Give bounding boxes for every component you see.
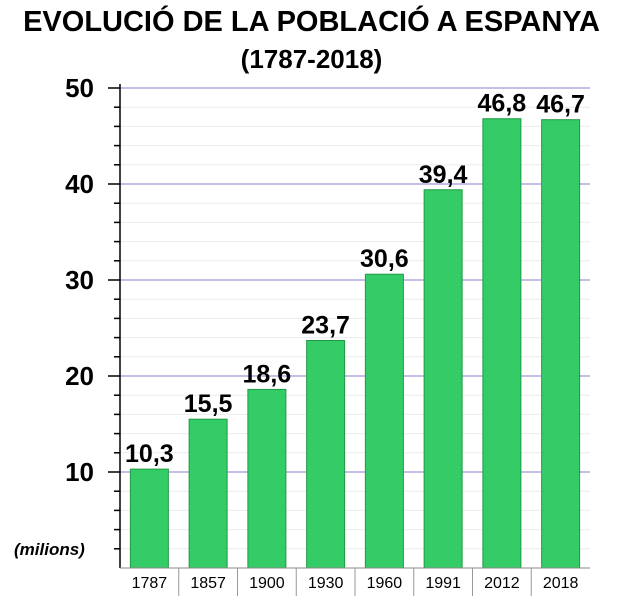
y-tick-label: 10	[65, 457, 94, 487]
x-tick-label: 1857	[190, 575, 226, 592]
chart-title: EVOLUCIÓ DE LA POBLACIÓ A ESPANYA	[23, 6, 600, 38]
x-tick-label: 2012	[484, 575, 520, 592]
bar-1960	[364, 273, 404, 569]
unit-label: (milions)	[14, 540, 85, 559]
data-label-1857: 15,5	[184, 390, 233, 418]
bar-1900	[247, 388, 287, 569]
bar-2012	[482, 118, 522, 569]
x-tick-label: 1930	[308, 575, 344, 592]
y-tick-label: 30	[65, 265, 94, 295]
bar-1930	[306, 339, 346, 569]
x-tick-label: 1960	[367, 575, 403, 592]
x-tick-label: 1900	[249, 575, 285, 592]
data-label-2012: 46,8	[478, 90, 527, 118]
x-tick-label: 2018	[543, 575, 579, 592]
bar-1991	[423, 189, 463, 569]
x-tick-label: 1787	[132, 575, 168, 592]
y-tick-label: 40	[65, 169, 94, 199]
data-label-2018: 46,7	[536, 91, 585, 119]
bar-2018	[541, 119, 581, 569]
y-tick-label: 20	[65, 361, 94, 391]
chart-subtitle: (1787-2018)	[240, 44, 383, 74]
data-label-1991: 39,4	[419, 161, 468, 189]
data-label-1900: 18,6	[243, 360, 292, 388]
bar-1787	[129, 468, 169, 569]
data-label-1787: 10,3	[125, 440, 174, 468]
x-tick-label: 1991	[425, 575, 461, 592]
data-label-1960: 30,6	[360, 245, 409, 273]
data-label-1930: 23,7	[301, 311, 350, 339]
bar-1857	[188, 418, 228, 569]
y-tick-label: 50	[65, 73, 94, 103]
